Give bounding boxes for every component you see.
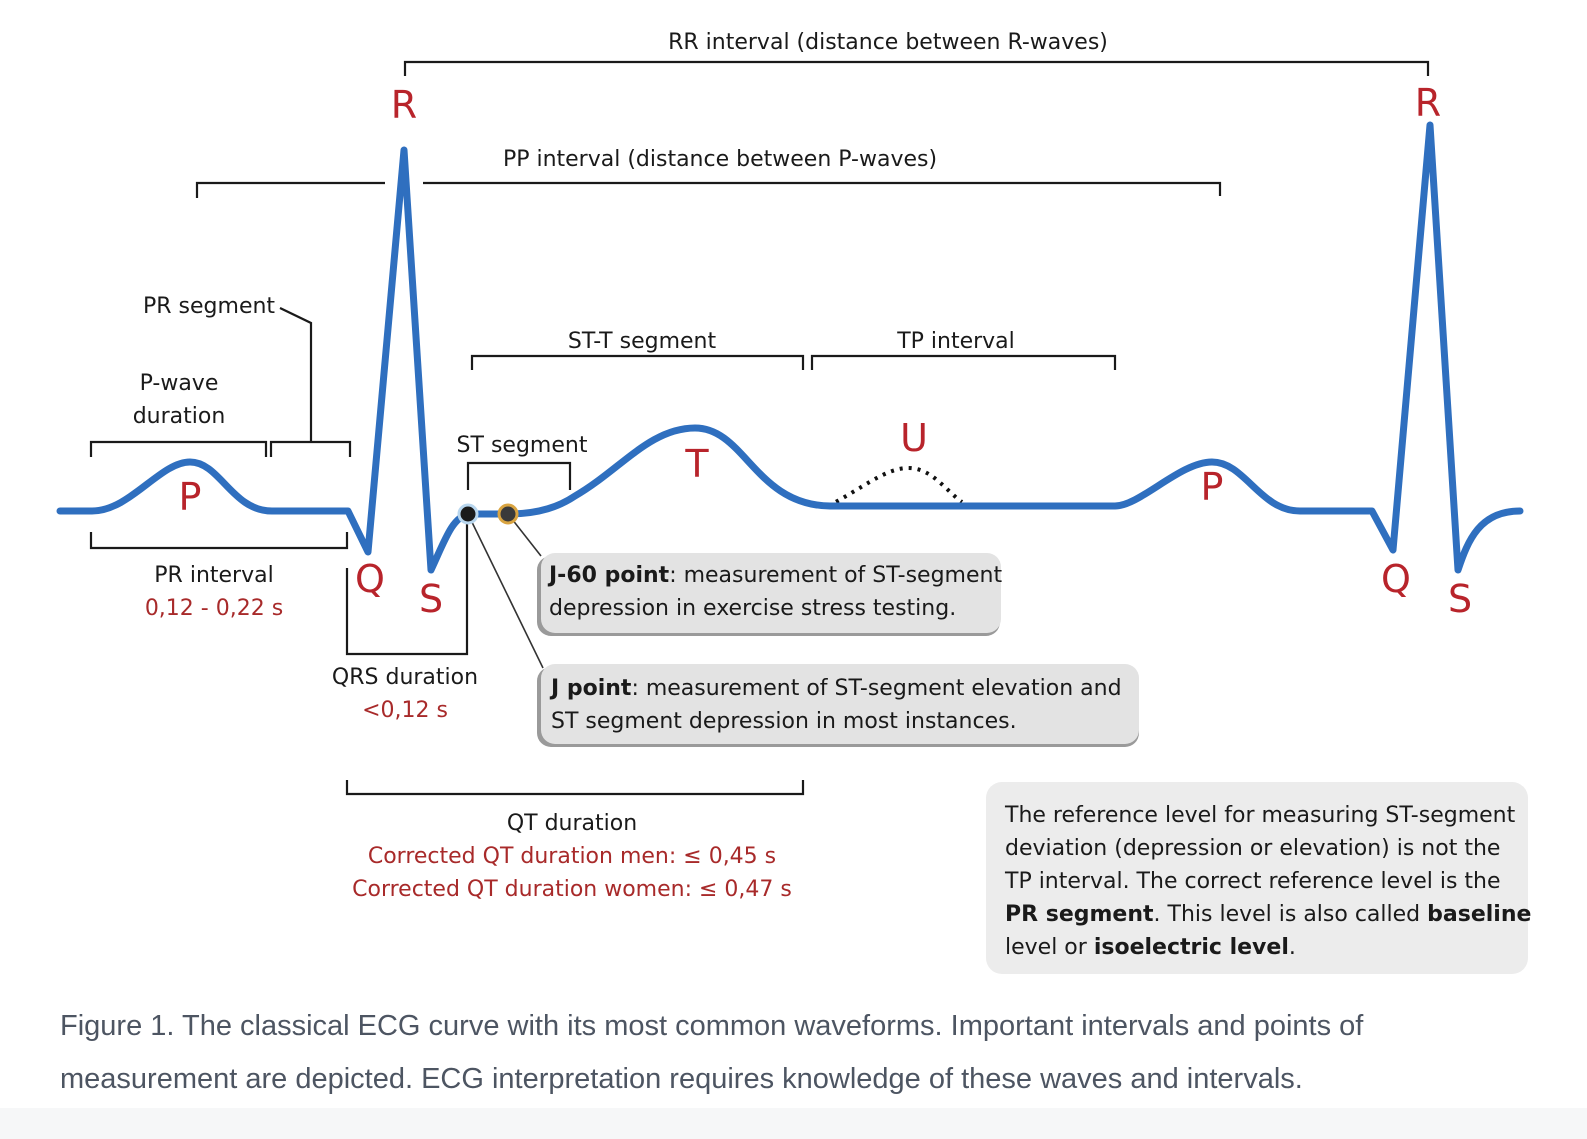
st-segment-bracket	[466, 461, 572, 490]
wave-label-u: U	[900, 416, 928, 460]
j60-callout-line2: depression in exercise stress testing.	[549, 596, 956, 621]
wave-label-s1: S	[419, 577, 443, 621]
rr-interval-label: RR interval (distance between R-waves)	[668, 30, 1108, 55]
qrs-duration-label: QRS duration	[332, 665, 478, 690]
tp-interval-label: TP interval	[896, 329, 1015, 354]
qrs-duration-value: <0,12 s	[362, 698, 448, 723]
reference-note-period: .	[1289, 935, 1296, 960]
reference-note-baseline: baseline	[1427, 902, 1531, 927]
reference-note-line4: PR segment. This level is also called ba…	[1005, 902, 1531, 927]
ecg-trace	[56, 121, 1524, 574]
j-callout-line2: ST segment depression in most instances.	[551, 709, 1017, 734]
pp-interval-label: PP interval (distance between P-waves)	[503, 147, 937, 172]
figure-caption: Figure 1. The classical ECG curve with i…	[60, 1010, 1364, 1095]
wave-label-s2: S	[1448, 577, 1472, 621]
j-callout-box	[541, 664, 1139, 744]
tp-interval-bracket	[810, 354, 1117, 370]
p-wave-duration-bracket	[89, 440, 268, 457]
reference-note-line5-text: level or	[1005, 935, 1094, 960]
p-wave-duration-label-1: P-wave	[140, 371, 219, 396]
reference-note-line3: TP interval. The correct reference level…	[1004, 869, 1501, 894]
j60-callout-text: : measurement of ST-segment	[669, 563, 1002, 588]
j-point-marker	[457, 503, 479, 525]
qt-men-value: Corrected QT duration men: ≤ 0,45 s	[368, 844, 776, 869]
wave-label-r2: R	[1415, 81, 1441, 125]
reference-note-line2: deviation (depression or elevation) is n…	[1005, 836, 1500, 861]
st-segment-label: ST segment	[457, 433, 588, 458]
reference-note-pr-segment: PR segment	[1005, 902, 1154, 927]
wave-label-t: T	[684, 442, 709, 486]
pr-segment-bracket	[269, 440, 352, 457]
j60-point-marker	[497, 503, 519, 525]
pr-segment-label: PR segment	[143, 294, 275, 319]
wave-label-p1: P	[179, 475, 202, 519]
j-callout-text: : measurement of ST-segment elevation an…	[631, 676, 1121, 701]
qt-duration-bracket	[345, 780, 805, 796]
wave-label-q2: Q	[1381, 557, 1411, 601]
j-callout-title: J point	[549, 676, 632, 701]
j-callout-line1: J point: measurement of ST-segment eleva…	[549, 676, 1122, 701]
pr-interval-value: 0,12 - 0,22 s	[145, 596, 283, 621]
reference-note-line4-text: . This level is also called	[1154, 902, 1428, 927]
pp-bracket-right	[423, 181, 1222, 196]
wave-label-q1: Q	[355, 557, 385, 601]
qt-women-value: Corrected QT duration women: ≤ 0,47 s	[352, 877, 792, 902]
rr-bracket	[403, 60, 1430, 76]
pr-interval-label: PR interval	[154, 563, 273, 588]
pr-interval-bracket	[89, 532, 349, 550]
st-t-segment-bracket	[470, 354, 805, 370]
ecg-diagram: RR interval (distance between R-waves) P…	[56, 30, 1531, 974]
st-t-segment-label: ST-T segment	[568, 329, 717, 354]
j60-callout-line1: J-60 point: measurement of ST-segment	[547, 563, 1002, 588]
reference-note-line5: level or isoelectric level.	[1005, 935, 1296, 960]
pr-segment-leader	[279, 307, 313, 441]
wave-label-r1: R	[391, 83, 417, 127]
reference-note-isoelectric: isoelectric level	[1094, 935, 1289, 960]
wave-label-p2: P	[1201, 465, 1224, 509]
qt-duration-label: QT duration	[507, 811, 637, 836]
page-bottom-strip	[0, 1108, 1587, 1139]
p-wave-duration-label-2: duration	[133, 404, 226, 429]
j60-callout-box	[541, 553, 1001, 633]
u-wave	[827, 465, 964, 508]
qrs-duration-bracket	[345, 522, 469, 656]
reference-note-line1: The reference level for measuring ST-seg…	[1004, 803, 1516, 828]
j60-callout-title: J-60 point	[547, 563, 670, 588]
j-leader-line	[467, 513, 544, 669]
pp-bracket-left	[195, 181, 385, 198]
reference-note-box	[986, 782, 1528, 974]
